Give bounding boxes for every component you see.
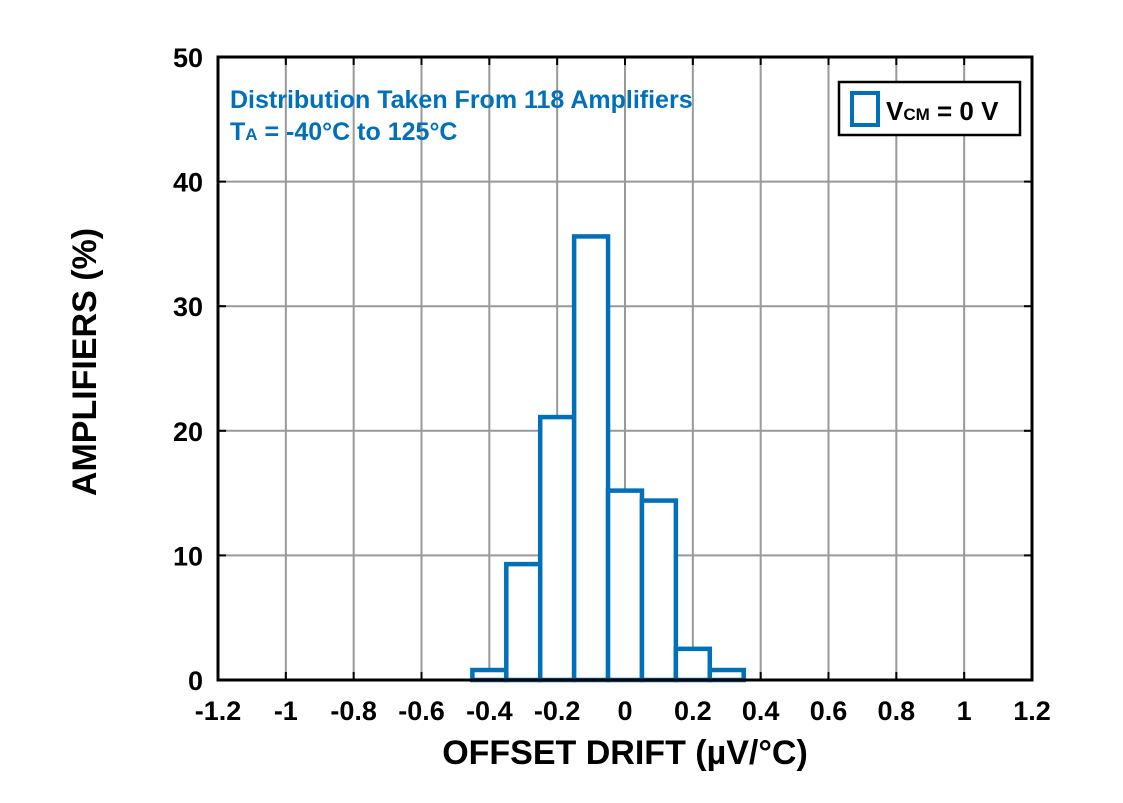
histogram-bar: [571, 234, 611, 683]
y-tick-labels: 0 10 20 30 40 50: [173, 43, 203, 696]
y-tick-label: 0: [188, 666, 203, 696]
x-tick-label: -0.6: [398, 696, 445, 726]
legend: VCM = 0 V: [837, 80, 1022, 137]
annotation-temp-symbol: T: [230, 118, 245, 146]
x-tick-label: -0.8: [330, 696, 377, 726]
y-tick-label: 30: [173, 292, 203, 322]
x-tick-label: -1.2: [195, 696, 242, 726]
annotation-temp-subscript: A: [245, 125, 257, 144]
annotation-line-1: Distribution Taken From 118 Amplifiers: [230, 86, 693, 114]
histogram-bar: [504, 561, 543, 683]
y-axis-label: AMPLIFIERS (%): [66, 228, 104, 496]
x-tick-label: -1: [274, 696, 298, 726]
y-tick-label: 20: [173, 417, 203, 447]
legend-value: = 0 V: [930, 96, 999, 126]
legend-subscript: CM: [903, 105, 929, 124]
annotation-line-2: TA = -40°C to 125°C: [230, 118, 458, 146]
x-tick-label: 1: [957, 696, 972, 726]
x-tick-labels: -1.2 -1 -0.8 -0.6 -0.4 -0.2 0 0.2 0.4 0.6 0.8 1 1.2: [195, 696, 1051, 726]
x-tick-label: 0.6: [810, 696, 848, 726]
y-tick-label: 40: [173, 168, 203, 198]
histogram-bar: [639, 498, 679, 683]
x-tick-label: -0.2: [534, 696, 581, 726]
grid-lines: [218, 57, 1032, 680]
annotation: Distribution Taken From 118 Amplifiers T…: [230, 86, 693, 146]
y-tick-label: 50: [173, 43, 203, 73]
x-tick-label: 0: [617, 696, 632, 726]
legend-swatch: [850, 91, 880, 127]
histogram-bar: [673, 646, 713, 683]
x-axis-label: OFFSET DRIFT (µV/°C): [442, 734, 808, 772]
histogram-bar: [537, 414, 577, 683]
legend-symbol: V: [886, 96, 904, 126]
x-tick-label: 0.8: [878, 696, 916, 726]
y-tick-label: 10: [173, 541, 203, 571]
x-tick-label: 0.2: [674, 696, 712, 726]
x-tick-label: 1.2: [1013, 696, 1051, 726]
histogram-bar: [605, 488, 645, 683]
x-tick-label: -0.4: [466, 696, 513, 726]
x-tick-label: 0.4: [742, 696, 780, 726]
legend-label: VCM = 0 V: [886, 96, 999, 126]
plot-frame: [216, 55, 1034, 682]
annotation-temp-range: = -40°C to 125°C: [258, 118, 458, 146]
